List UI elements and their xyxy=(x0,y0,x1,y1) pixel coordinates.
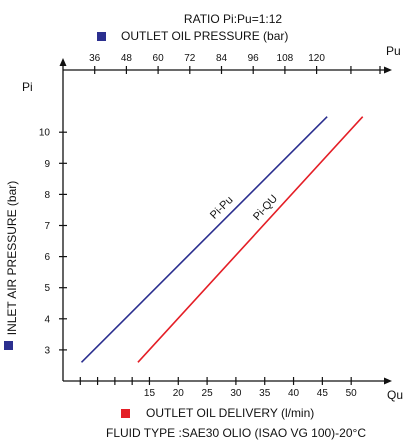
left-tick-label: 5 xyxy=(44,283,50,294)
bottom-tick-label: 30 xyxy=(230,388,242,399)
top-tick-label: 108 xyxy=(277,53,294,64)
bottom-tick-label: 45 xyxy=(317,388,329,399)
top-tick-label: 84 xyxy=(216,53,228,64)
outlet-pressure-legend-swatch xyxy=(97,32,106,41)
pu-unit-label: Pu xyxy=(386,44,401,58)
top-axis-arrow xyxy=(384,66,392,74)
series-line-pi-pu xyxy=(80,116,328,363)
outlet-delivery-legend-label: OUTLET OIL DELIVERY (l/min) xyxy=(146,406,315,420)
top-tick-label: 96 xyxy=(248,53,260,64)
pi-unit-label: Pi xyxy=(22,80,33,94)
qu-unit-label: Qu xyxy=(387,388,404,402)
bottom-tick-label: 50 xyxy=(346,388,358,399)
bottom-tick-label: 40 xyxy=(288,388,300,399)
left-tick-label: 4 xyxy=(44,314,50,325)
top-tick-label: 36 xyxy=(89,53,101,64)
left-axis-label: INLET AIR PRESSURE (bar) xyxy=(5,181,19,336)
bottom-tick-label: 20 xyxy=(173,388,185,399)
left-tick-label: 7 xyxy=(44,221,50,232)
left-tick-label: 9 xyxy=(44,159,50,170)
left-tick-label: 6 xyxy=(44,252,50,263)
inlet-air-legend-swatch xyxy=(4,341,13,350)
top-tick-label: 60 xyxy=(153,53,165,64)
bottom-tick-label: 25 xyxy=(202,388,214,399)
series-label-pi-qu: Pi-QU xyxy=(251,193,280,223)
top-tick-label: 48 xyxy=(121,53,133,64)
series-line-pi-qu xyxy=(137,116,364,363)
chart-title: RATIO Pi:Pu=1:12 xyxy=(184,12,282,26)
series-label-pi-pu: Pi-Pu xyxy=(208,194,236,222)
footer-text: FLUID TYPE :SAE30 OLIO (ISAO VG 100)-20°… xyxy=(106,426,366,440)
left-tick-label: 3 xyxy=(44,345,50,356)
outlet-pressure-legend-label: OUTLET OIL PRESSURE (bar) xyxy=(121,29,289,43)
top-tick-label: 120 xyxy=(308,53,325,64)
left-tick-label: 10 xyxy=(39,128,51,139)
series-layer: Pi-Pu Pi-QU xyxy=(80,116,364,363)
left-axis-arrow xyxy=(59,58,67,66)
left-tick-label: 8 xyxy=(44,190,50,201)
chart-frame xyxy=(59,58,392,385)
bottom-tick-label: 35 xyxy=(259,388,271,399)
bottom-axis-arrow xyxy=(384,377,392,385)
top-tick-label: 72 xyxy=(184,53,196,64)
outlet-delivery-legend-swatch xyxy=(121,409,130,418)
bottom-tick-label: 15 xyxy=(144,388,156,399)
